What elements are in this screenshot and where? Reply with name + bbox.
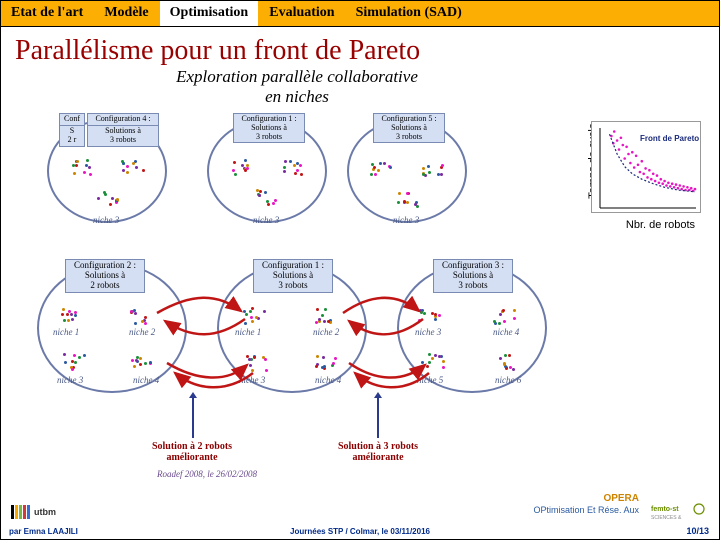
tab-modele[interactable]: Modèle: [94, 1, 159, 26]
cluster-l3c: [421, 353, 447, 373]
diagram-title-l2: en niches: [265, 87, 329, 106]
cluster-u3a: [367, 159, 393, 179]
slide: Etat de l'art Modèle Optimisation Evalua…: [0, 0, 720, 540]
sol3-label: Solution à 3 robots améliorante: [323, 441, 433, 463]
confbox-3: Configuration 3 : Solutions à 3 robots: [433, 259, 513, 293]
tab-simulation[interactable]: Simulation (SAD): [346, 1, 473, 26]
svg-text:femto-st: femto-st: [651, 506, 679, 513]
cluster-l2b: [313, 307, 339, 327]
confbox-4d: Solutions à 3 robots: [87, 125, 159, 147]
niche-2b: niche 2: [313, 327, 339, 337]
confbox-1b: Configuration 1 : Solutions à 3 robots: [253, 259, 333, 293]
footer: utbm femto-st SCIENCES & par Emna LAAJIL…: [1, 501, 719, 539]
tab-optimisation[interactable]: Optimisation: [160, 1, 260, 26]
topbar-tabs: Etat de l'art Modèle Optimisation Evalua…: [1, 1, 719, 27]
cluster-u2b: [281, 159, 307, 179]
arrow-sol3: [377, 398, 379, 438]
confbox-4c: S 2 r: [59, 125, 85, 147]
niche-3: niche 3: [57, 375, 83, 385]
niche-1: niche 1: [53, 327, 79, 337]
cluster-l2d: [315, 353, 341, 373]
niche-6: niche 6: [495, 375, 521, 385]
niche-4b: niche 4: [315, 375, 341, 385]
niche-diagram: Exploration parallèle collaborative en n…: [17, 63, 577, 483]
niche-4c: niche 4: [493, 327, 519, 337]
diagram-title-l1: Exploration parallèle collaborative: [176, 67, 418, 86]
content-area: Exploration parallèle collaborative en n…: [7, 63, 713, 499]
tab-etat[interactable]: Etat de l'art: [1, 1, 94, 26]
cluster-l1b: [127, 307, 153, 327]
cluster-l3d: [495, 353, 521, 373]
sol2-label: Solution à 2 robots améliorante: [137, 441, 247, 463]
cluster-l2c: [245, 353, 271, 373]
confbox-4a: Conf: [59, 113, 85, 126]
chart-front-label: Front de Pareto: [640, 134, 699, 143]
niche-3d: niche 3: [239, 375, 265, 385]
confbox-1: Configuration 1 : Solutions à 3 robots: [233, 113, 305, 143]
confbox-2: Configuration 2 : Solutions à 2 robots: [65, 259, 145, 293]
confbox-5: Configuration 5 : Solutions à 3 robots: [373, 113, 445, 143]
niche-1b: niche 1: [235, 327, 261, 337]
femto-logo-icon: femto-st SCIENCES &: [651, 501, 707, 523]
svg-text:SCIENCES &: SCIENCES &: [651, 515, 682, 521]
arrow-sol2: [192, 398, 194, 438]
footer-author: par Emna LAAJILI: [9, 527, 78, 536]
cluster-l1a: [57, 307, 83, 327]
niche-2: niche 2: [129, 327, 155, 337]
cluster-u2a: [227, 159, 253, 179]
roadef-caption: Roadef 2008, le 26/02/2008: [157, 469, 257, 479]
niche-4: niche 4: [133, 375, 159, 385]
cluster-l1c: [63, 353, 89, 373]
cluster-l3a: [417, 307, 443, 327]
footer-page: 10/13: [686, 526, 709, 536]
cluster-u3c: [395, 189, 421, 209]
diagram-title: Exploration parallèle collaborative en n…: [17, 63, 577, 108]
svg-text:utbm: utbm: [34, 507, 56, 517]
chart-xlabel: Nbr. de robots: [626, 219, 695, 231]
cluster-u1b: [121, 159, 147, 179]
cluster-l1d: [131, 353, 157, 373]
niche-3e: niche 3: [415, 327, 441, 337]
cluster-l3b: [493, 307, 519, 327]
pareto-chart: Front de Pareto: [591, 121, 701, 213]
niche-5: niche 5: [417, 375, 443, 385]
cluster-u3b: [421, 159, 447, 179]
cluster-u1a: [67, 159, 93, 179]
niche-u3b: niche 3: [253, 215, 279, 225]
cluster-l2a: [241, 307, 267, 327]
tab-evaluation[interactable]: Evaluation: [259, 1, 345, 26]
footer-event: Journées STP / Colmar, le 03/11/2016: [290, 527, 430, 536]
niche-u3a: niche 3: [93, 215, 119, 225]
utbm-logo-icon: utbm: [11, 501, 73, 523]
cluster-u2c: [255, 189, 281, 209]
cluster-u1c: [95, 189, 121, 209]
niche-u3c: niche 3: [393, 215, 419, 225]
confbox-4b: Configuration 4 :: [87, 113, 159, 126]
